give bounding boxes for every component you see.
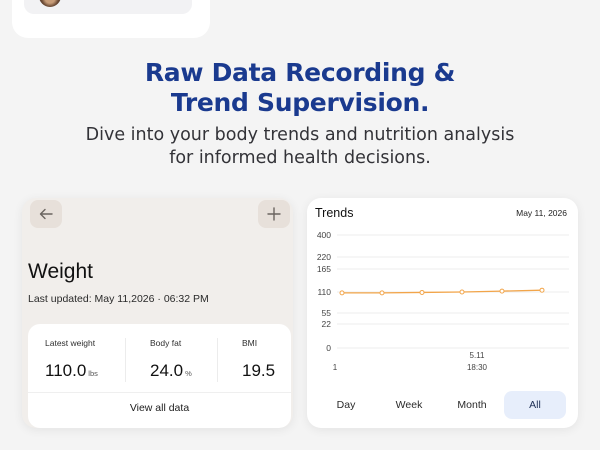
x-tick-label: 1: [333, 363, 338, 372]
tab-all[interactable]: All: [504, 391, 566, 419]
arrow-left-icon: [39, 208, 53, 220]
trends-date: May 11, 2026: [516, 208, 567, 218]
stat-body-fat: Body fat 24.0%: [150, 338, 192, 381]
stat-number: 24.0: [150, 361, 184, 380]
headline-line-1: Raw Data Recording &: [144, 58, 456, 87]
view-all-data-link[interactable]: View all data: [129, 402, 190, 414]
stat-unit: lbs: [88, 369, 98, 378]
subheadline-line-1: Dive into your body trends and nutrition…: [85, 125, 515, 145]
plus-icon: [267, 207, 281, 221]
trends-title: Trends: [315, 206, 354, 220]
y-tick-label: 400: [317, 230, 331, 240]
weight-card: Weight Last updated: May 11,2026 · 06:32…: [22, 198, 293, 428]
tab-day[interactable]: Day: [336, 399, 356, 411]
divider: [125, 338, 126, 382]
y-tick-label: 165: [317, 264, 331, 274]
headline: Raw Data Recording & Trend Supervision.: [0, 58, 600, 118]
y-tick-label: 0: [326, 343, 331, 353]
data-point[interactable]: [539, 287, 545, 293]
y-tick-label: 55: [322, 308, 332, 318]
stat-value: 110.0 lbs: [45, 361, 98, 381]
stat-bmi: BMI 19.5: [242, 338, 275, 381]
subheadline: Dive into your body trends and nutrition…: [0, 124, 600, 170]
headline-line-2: Trend Supervision.: [170, 88, 430, 117]
stat-label: Latest weight: [45, 338, 96, 348]
stat-unit: %: [185, 369, 192, 378]
data-point[interactable]: [459, 289, 465, 295]
top-partial-card-inner: [24, 0, 192, 14]
data-point[interactable]: [379, 290, 385, 296]
back-button[interactable]: [30, 200, 62, 228]
stat-label: BMI: [242, 338, 258, 348]
stat-number: 110.0: [45, 361, 87, 380]
last-updated: Last updated: May 11,2026 · 06:32 PM: [28, 293, 209, 305]
period-tabs: Day Week Month All: [307, 391, 578, 419]
add-button[interactable]: [258, 200, 290, 228]
stat-number: 19.5: [242, 361, 276, 380]
stats-panel: Latest weight 110.0 lbs Body fat 24.0% BM…: [28, 324, 291, 428]
divider: [217, 338, 218, 382]
y-tick-label: 220: [317, 252, 331, 262]
tab-month[interactable]: Month: [457, 399, 487, 411]
weight-title: Weight: [28, 260, 93, 283]
stat-label: Body fat: [150, 338, 182, 348]
x-tick-time: 18:30: [467, 363, 488, 372]
data-point[interactable]: [339, 290, 345, 296]
tab-week[interactable]: Week: [395, 399, 423, 411]
weight-series-line: [342, 289, 543, 294]
data-point[interactable]: [419, 289, 425, 295]
stat-value: 24.0%: [150, 361, 192, 381]
y-tick-label: 110: [317, 287, 331, 297]
subheadline-line-2: for informed health decisions.: [169, 148, 431, 168]
y-tick-label: 22: [322, 319, 332, 329]
stat-value: 19.5: [242, 361, 275, 381]
x-tick-date: 5.11: [470, 351, 486, 360]
data-point[interactable]: [499, 288, 505, 294]
stat-latest-weight: Latest weight 110.0 lbs: [45, 338, 98, 381]
avatar: [39, 0, 61, 7]
divider: [28, 392, 291, 393]
trends-card: Trends May 11, 2026 400 220 165 110 55 22 0 1 5.…: [307, 198, 578, 428]
